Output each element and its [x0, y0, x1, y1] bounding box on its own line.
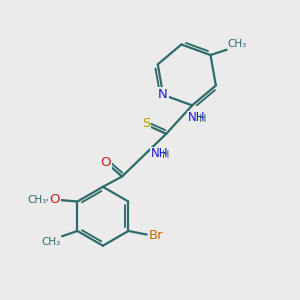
Text: O: O [49, 193, 60, 206]
Text: CH₃: CH₃ [228, 39, 247, 49]
Text: CH₃: CH₃ [41, 238, 60, 248]
Text: CH₃: CH₃ [27, 195, 46, 205]
Text: S: S [142, 117, 151, 130]
Text: H: H [199, 114, 206, 124]
Text: NH: NH [151, 147, 168, 160]
Text: N: N [158, 88, 168, 101]
Text: O: O [100, 156, 111, 169]
Text: H: H [162, 150, 169, 160]
Text: Br: Br [149, 229, 163, 242]
Text: NH: NH [188, 111, 205, 124]
